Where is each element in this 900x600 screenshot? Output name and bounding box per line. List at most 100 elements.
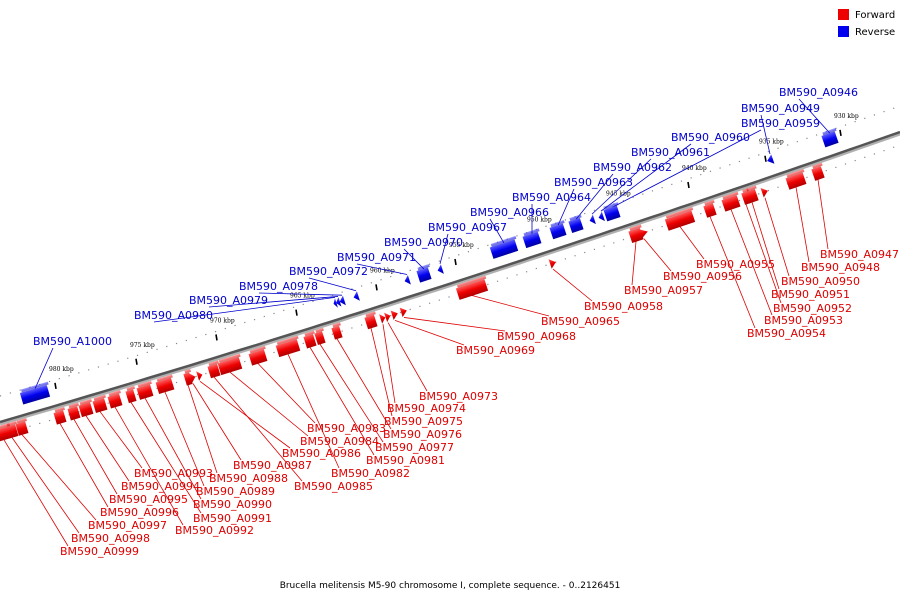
gene-label-reverse[interactable]: BM590_A0960 (671, 131, 750, 144)
gene-label-reverse[interactable]: BM590_A0979 (189, 294, 268, 307)
gene-label-forward[interactable]: BM590_A0975 (384, 415, 463, 428)
gene-label-reverse[interactable]: BM590_A0963 (554, 176, 633, 189)
gene-label-forward[interactable]: BM590_A0989 (196, 485, 275, 498)
gene-glyph-forward[interactable] (275, 335, 302, 358)
gene-label-reverse[interactable]: BM590_A0972 (289, 265, 368, 278)
gene-glyph-forward[interactable] (721, 191, 743, 212)
gene-glyph-forward[interactable] (390, 309, 400, 321)
gene-glyph-forward[interactable] (364, 311, 380, 330)
gene-glyph-reverse[interactable] (403, 274, 411, 286)
gene-label-forward[interactable]: BM590_A0995 (109, 493, 188, 506)
gene-glyph-forward[interactable] (107, 390, 125, 409)
gene-glyph-forward[interactable] (67, 402, 83, 421)
gene-label-reverse[interactable]: BM590_A0970 (384, 236, 463, 249)
gene-label-forward[interactable]: BM590_A0952 (773, 302, 852, 315)
gene-label-reverse[interactable]: BM590_A1000 (33, 335, 112, 348)
gene-glyph-forward[interactable] (313, 327, 327, 346)
gene-glyph-reverse[interactable] (19, 381, 52, 405)
gene-label-forward[interactable]: BM590_A0947 (820, 248, 899, 261)
gene-glyph-forward[interactable] (0, 422, 13, 442)
gene-label-forward[interactable]: BM590_A0994 (121, 480, 200, 493)
gene-glyph-forward[interactable] (548, 257, 558, 269)
gene-label-forward[interactable]: BM590_A0984 (300, 435, 379, 448)
gene-glyph-reverse[interactable] (549, 220, 569, 240)
gene-glyph-reverse[interactable] (335, 297, 342, 308)
gene-glyph-forward[interactable] (810, 162, 826, 181)
gene-glyph-reverse[interactable] (416, 264, 434, 283)
gene-label-reverse[interactable]: BM590_A0949 (741, 102, 820, 115)
gene-label-forward[interactable]: BM590_A0998 (71, 532, 150, 545)
gene-glyph-forward[interactable] (155, 374, 177, 395)
gene-label-forward[interactable]: BM590_A0950 (781, 275, 860, 288)
gene-label-reverse[interactable]: BM590_A0971 (337, 251, 416, 264)
gene-label-forward[interactable]: BM590_A0985 (294, 480, 373, 493)
gene-label-forward[interactable]: BM590_A0981 (366, 454, 445, 467)
gene-label-forward[interactable]: BM590_A0956 (663, 270, 742, 283)
gene-glyph-reverse[interactable] (338, 295, 346, 307)
gene-label-reverse[interactable]: BM590_A0966 (470, 206, 549, 219)
gene-label-forward[interactable]: BM590_A0991 (193, 512, 272, 525)
gene-label-reverse[interactable]: BM590_A0967 (428, 221, 507, 234)
gene-glyph-reverse[interactable] (522, 228, 544, 249)
gene-label-forward[interactable]: BM590_A0982 (331, 467, 410, 480)
gene-label-forward[interactable]: BM590_A0974 (387, 402, 466, 415)
gene-glyph-forward[interactable] (207, 360, 223, 379)
gene-glyph-forward[interactable] (248, 345, 270, 366)
gene-glyph-reverse[interactable] (436, 264, 444, 275)
gene-glyph-forward[interactable] (455, 275, 490, 300)
gene-label-forward[interactable]: BM590_A0992 (175, 524, 254, 537)
gene-label-forward[interactable]: BM590_A0973 (419, 390, 498, 403)
gene-label-forward[interactable]: BM590_A0953 (764, 314, 843, 327)
gene-label-forward[interactable]: BM590_A0969 (456, 344, 535, 357)
gene-label-forward[interactable]: BM590_A0955 (696, 258, 775, 271)
gene-glyph-reverse[interactable] (597, 211, 605, 223)
gene-label-forward[interactable]: BM590_A0965 (541, 315, 620, 328)
gene-glyph-forward[interactable] (379, 313, 387, 324)
gene-label-reverse[interactable]: BM590_A0961 (631, 146, 710, 159)
gene-label-reverse[interactable]: BM590_A0980 (134, 309, 213, 322)
gene-label-forward[interactable]: BM590_A0999 (60, 545, 139, 558)
gene-glyph-reverse[interactable] (766, 154, 775, 165)
gene-label-forward[interactable]: BM590_A0986 (282, 447, 361, 460)
gene-label-reverse[interactable]: BM590_A0946 (779, 86, 858, 99)
gene-label-forward[interactable]: BM590_A0996 (100, 506, 179, 519)
gene-glyph-forward[interactable] (702, 199, 718, 218)
gene-glyph-reverse[interactable] (820, 127, 840, 148)
gene-glyph-forward[interactable] (399, 306, 409, 318)
gene-glyph-forward[interactable] (53, 406, 69, 425)
gene-label-reverse[interactable]: BM590_A0962 (593, 161, 672, 174)
gene-glyph-forward[interactable] (760, 186, 770, 198)
gene-glyph-forward[interactable] (384, 311, 392, 323)
gene-label-forward[interactable]: BM590_A0968 (497, 330, 576, 343)
gene-label-reverse[interactable]: BM590_A0964 (512, 191, 591, 204)
gene-label-forward[interactable]: BM590_A0951 (771, 288, 850, 301)
gene-glyph-forward[interactable] (785, 169, 809, 190)
gene-glyph-reverse[interactable] (588, 214, 596, 226)
gene-glyph-forward[interactable] (15, 417, 31, 436)
gene-label-forward[interactable]: BM590_A0987 (233, 459, 312, 472)
gene-label-forward[interactable]: BM590_A0948 (801, 261, 880, 274)
gene-label-reverse[interactable]: BM590_A0978 (239, 280, 318, 293)
gene-label-forward[interactable]: BM590_A0993 (134, 467, 213, 480)
gene-glyph-reverse[interactable] (603, 202, 623, 222)
gene-label-forward[interactable]: BM590_A0977 (375, 441, 454, 454)
gene-label-forward[interactable]: BM590_A0997 (88, 519, 167, 532)
gene-label-forward[interactable]: BM590_A0976 (383, 428, 462, 441)
gene-glyph-reverse[interactable] (567, 214, 585, 234)
gene-label-forward[interactable]: BM590_A0990 (193, 498, 272, 511)
gene-glyph-forward[interactable] (136, 380, 156, 400)
gene-label-forward[interactable]: BM590_A0988 (209, 472, 288, 485)
gene-glyph-forward[interactable] (196, 370, 204, 381)
gene-glyph-forward[interactable] (125, 385, 139, 404)
gene-label-forward[interactable]: BM590_A0983 (307, 422, 386, 435)
gene-glyph-forward[interactable] (303, 330, 319, 349)
gene-glyph-forward[interactable] (92, 394, 110, 414)
gene-glyph-reverse[interactable] (332, 298, 338, 308)
gene-glyph-forward[interactable] (189, 372, 197, 383)
gene-glyph-forward[interactable] (217, 353, 244, 376)
gene-glyph-forward[interactable] (78, 398, 96, 418)
gene-label-forward[interactable]: BM590_A0958 (584, 300, 663, 313)
gene-label-reverse[interactable]: BM590_A0959 (741, 117, 820, 130)
gene-glyph-forward[interactable] (627, 224, 645, 244)
gene-glyph-forward[interactable] (183, 368, 195, 386)
